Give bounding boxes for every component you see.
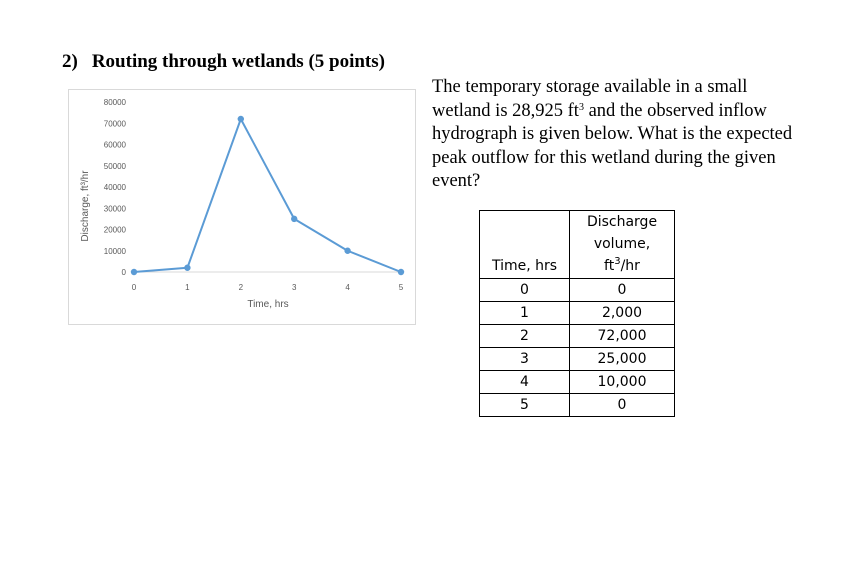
x-tick-label: 4: [345, 283, 350, 292]
cell-time: 5: [479, 393, 570, 417]
cell-discharge: 0: [569, 278, 675, 302]
header-discharge-unit-sup: 3: [614, 256, 621, 267]
y-tick-label: 60000: [104, 141, 127, 150]
question-text-before: The temporary storage available in a sma…: [432, 77, 748, 121]
y-tick-label: 10000: [104, 247, 127, 256]
table-header-row: Time, hrs Discharge volume, ft3/hr: [479, 210, 675, 279]
cell-discharge: 10,000: [569, 370, 675, 394]
y-tick-label: 70000: [104, 119, 127, 128]
y-tick-label: 30000: [104, 204, 127, 213]
y-axis-label: Discharge, ft³/hr: [80, 170, 91, 242]
cell-discharge: 72,000: [569, 324, 675, 348]
chart-frame: [68, 89, 416, 325]
cell-time: 2: [479, 324, 570, 348]
table-row: 0 0: [479, 278, 675, 302]
series-line: [133, 118, 402, 273]
x-tick-label: 1: [185, 283, 190, 292]
question-text-after: and the observed inflow hydrograph is gi…: [432, 100, 793, 192]
y-tick-label: 40000: [104, 183, 127, 192]
y-tick-label: 80000: [104, 98, 127, 107]
data-point: [291, 215, 298, 223]
inflow-table: Time, hrs Discharge volume, ft3/hr 0 0 1…: [479, 210, 675, 417]
cell-time: 1: [479, 301, 570, 325]
x-tick-label: 0: [132, 283, 137, 292]
table-row: 3 25,000: [479, 347, 675, 371]
y-tick-label: 50000: [104, 162, 127, 171]
header-discharge-unit-rest: /hr: [620, 258, 640, 274]
data-point: [184, 264, 191, 271]
cell-discharge: 2,000: [569, 301, 675, 325]
cell-time: 4: [479, 370, 570, 394]
cell-discharge: 0: [569, 393, 675, 417]
header-time: Time, hrs: [479, 210, 570, 279]
data-point: [130, 268, 138, 276]
header-discharge-line1: Discharge: [586, 214, 658, 230]
cell-discharge: 25,000: [569, 347, 675, 371]
table-row: 2 72,000: [479, 324, 675, 348]
question-heading: 2) Routing through wetlands (5 points): [62, 51, 385, 73]
x-axis-label: Time, hrs: [247, 299, 288, 310]
header-discharge: Discharge volume, ft3/hr: [569, 210, 675, 279]
x-tick-label: 5: [399, 283, 404, 292]
data-point: [397, 268, 405, 276]
y-tick-label: 0: [122, 268, 127, 277]
header-discharge-line2: volume,: [593, 236, 651, 252]
question-text: The temporary storage available in a sma…: [432, 76, 804, 194]
header-discharge-unit-base: ft: [604, 258, 615, 274]
question-title: Routing through wetlands (5 points): [91, 51, 385, 72]
question-text-sup: 3: [578, 101, 584, 113]
table-row: 4 10,000: [479, 370, 675, 394]
table-row: 1 2,000: [479, 301, 675, 325]
question-number: 2): [62, 51, 78, 72]
data-point: [237, 115, 244, 123]
hydrograph-chart: Discharge, ft³/hr Time, hrs 0 10000 20000 3…: [80, 98, 405, 310]
x-tick-label: 2: [239, 283, 244, 292]
x-tick-label: 3: [292, 283, 297, 292]
data-point: [344, 247, 351, 254]
cell-time: 0: [479, 278, 570, 302]
y-tick-label: 20000: [104, 226, 127, 235]
cell-time: 3: [479, 347, 570, 371]
table-row: 5 0: [479, 393, 675, 417]
